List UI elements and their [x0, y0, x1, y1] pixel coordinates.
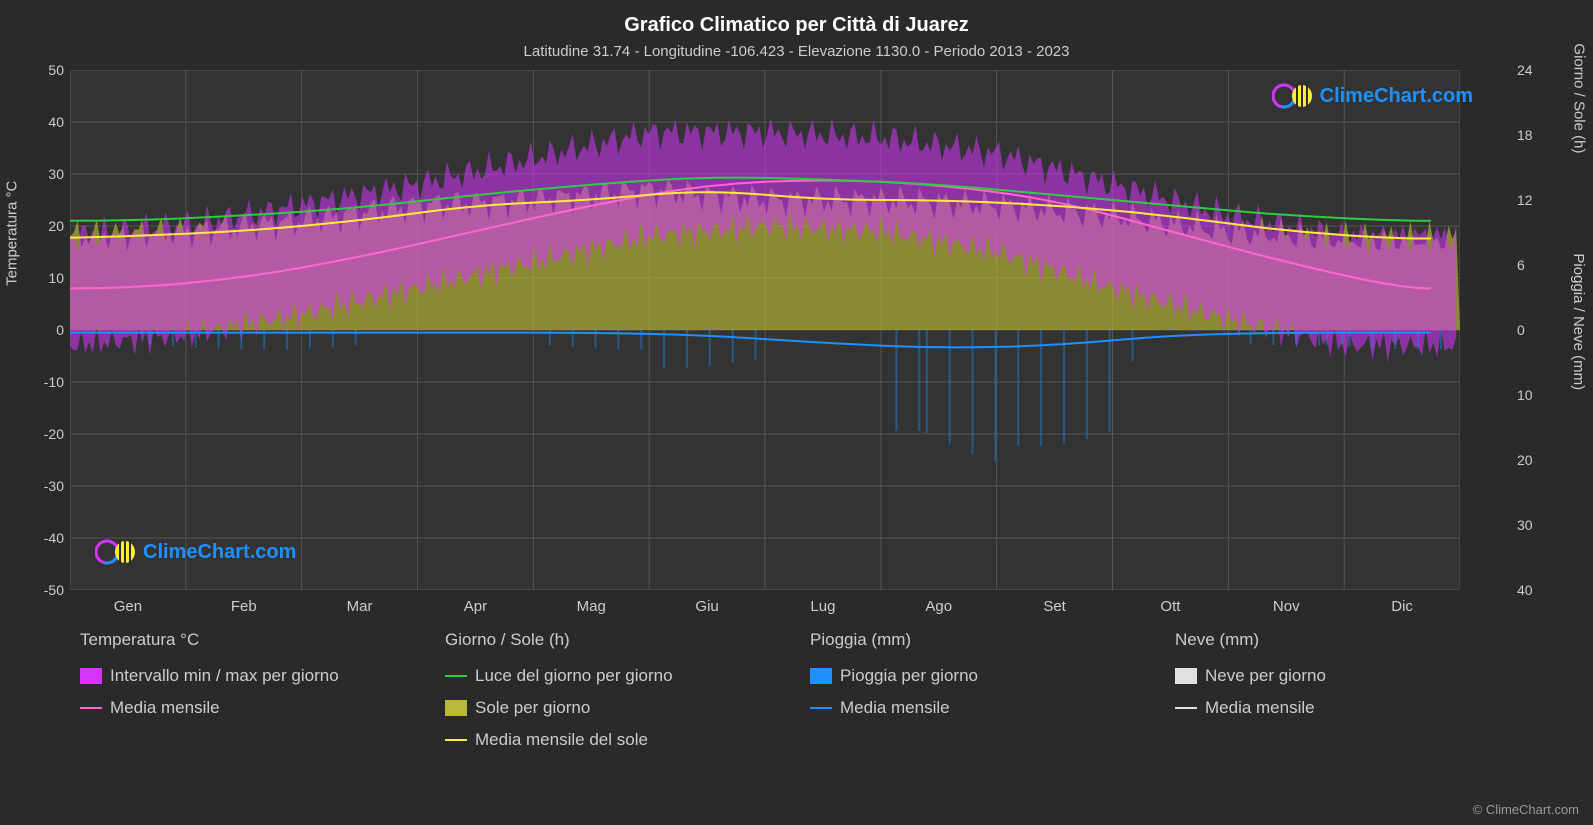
y-tick-right: 0 — [1517, 322, 1553, 338]
y-tick-left: 0 — [20, 322, 64, 338]
legend-swatch — [80, 707, 102, 709]
x-tick-month: Feb — [231, 598, 257, 615]
y-tick-left: -50 — [20, 582, 64, 598]
y-tick-left: -10 — [20, 374, 64, 390]
legend-column: Temperatura °C Intervallo min / max per g… — [80, 630, 445, 750]
legend-swatch — [810, 668, 832, 684]
x-tick-month: Mag — [577, 598, 606, 615]
legend-item: Intervallo min / max per giorno — [80, 666, 445, 686]
y-tick-right: 24 — [1517, 62, 1553, 78]
watermark-text: ClimeChart.com — [143, 541, 296, 564]
y-tick-right: 30 — [1517, 517, 1553, 533]
x-axis: Gen Feb Mar Apr Mag Giu Lug Ago Set Ott Nov Dic — [70, 590, 1460, 620]
legend-label: Media mensile — [840, 698, 950, 718]
chart-svg — [70, 70, 1460, 590]
legend-label: Pioggia per giorno — [840, 666, 978, 686]
y-tick-left: 40 — [20, 114, 64, 130]
x-tick-month: Gen — [114, 598, 142, 615]
logo-icon — [1272, 82, 1314, 110]
x-tick-month: Ago — [925, 598, 952, 615]
y-tick-right: 18 — [1517, 127, 1553, 143]
legend-header: Pioggia (mm) — [810, 630, 1175, 650]
y-tick-left: -40 — [20, 530, 64, 546]
x-tick-month: Nov — [1273, 598, 1300, 615]
logo-icon — [95, 538, 137, 566]
legend-item: Neve per giorno — [1175, 666, 1540, 686]
legend-item: Media mensile — [810, 698, 1175, 718]
legend-label: Media mensile del sole — [475, 730, 648, 750]
x-tick-month: Mar — [347, 598, 373, 615]
y-axis-right-bottom-label: Pioggia / Neve (mm) — [1571, 253, 1588, 390]
legend-label: Media mensile — [110, 698, 220, 718]
legend-swatch — [445, 739, 467, 741]
watermark-top: ClimeChart.com — [1272, 82, 1473, 110]
legend-column: Giorno / Sole (h) Luce del giorno per gio… — [445, 630, 810, 750]
climate-chart: Grafico Climatico per Città di Juarez La… — [0, 0, 1593, 825]
legend-column: Pioggia (mm) Pioggia per giorno Media mens… — [810, 630, 1175, 750]
legend-item: Luce del giorno per giorno — [445, 666, 810, 686]
legend-swatch — [1175, 707, 1197, 709]
y-tick-right: 40 — [1517, 582, 1553, 598]
y-axis-right: 2418126010203040 — [1513, 70, 1553, 590]
legend-swatch — [80, 668, 102, 684]
legend-label: Media mensile — [1205, 698, 1315, 718]
legend-column: Neve (mm) Neve per giorno Media mensile — [1175, 630, 1540, 750]
y-tick-right: 6 — [1517, 257, 1553, 273]
legend-item: Media mensile — [80, 698, 445, 718]
y-tick-left: 30 — [20, 166, 64, 182]
legend-header: Temperatura °C — [80, 630, 445, 650]
legend-swatch — [445, 675, 467, 677]
legend-label: Sole per giorno — [475, 698, 590, 718]
chart-subtitle: Latitudine 31.74 - Longitudine -106.423 … — [0, 37, 1593, 60]
y-tick-right: 20 — [1517, 452, 1553, 468]
y-tick-left: -30 — [20, 478, 64, 494]
chart-title: Grafico Climatico per Città di Juarez — [0, 0, 1593, 37]
legend-item: Media mensile del sole — [445, 730, 810, 750]
y-tick-left: 10 — [20, 270, 64, 286]
legend: Temperatura °C Intervallo min / max per g… — [80, 630, 1540, 750]
y-tick-left: 50 — [20, 62, 64, 78]
x-tick-month: Ott — [1160, 598, 1180, 615]
x-tick-month: Lug — [810, 598, 835, 615]
legend-label: Neve per giorno — [1205, 666, 1326, 686]
legend-item: Media mensile — [1175, 698, 1540, 718]
legend-header: Giorno / Sole (h) — [445, 630, 810, 650]
x-tick-month: Dic — [1391, 598, 1413, 615]
y-axis-right-top-label: Giorno / Sole (h) — [1571, 43, 1588, 153]
watermark-text: ClimeChart.com — [1320, 85, 1473, 108]
y-tick-left: -20 — [20, 426, 64, 442]
y-axis-left-label: Temperatura °C — [4, 181, 21, 286]
y-tick-right: 10 — [1517, 387, 1553, 403]
legend-swatch — [810, 707, 832, 709]
x-tick-month: Giu — [695, 598, 718, 615]
watermark-bottom: ClimeChart.com — [95, 538, 296, 566]
legend-label: Luce del giorno per giorno — [475, 666, 673, 686]
legend-swatch — [1175, 668, 1197, 684]
x-tick-month: Set — [1043, 598, 1066, 615]
copyright: © ClimeChart.com — [1473, 802, 1579, 817]
plot-area — [70, 70, 1460, 590]
legend-item: Pioggia per giorno — [810, 666, 1175, 686]
y-axis-left: -50-40-30-20-1001020304050 — [20, 70, 68, 590]
legend-swatch — [445, 700, 467, 716]
legend-item: Sole per giorno — [445, 698, 810, 718]
x-tick-month: Apr — [464, 598, 487, 615]
legend-header: Neve (mm) — [1175, 630, 1540, 650]
y-tick-right: 12 — [1517, 192, 1553, 208]
legend-label: Intervallo min / max per giorno — [110, 666, 339, 686]
y-tick-left: 20 — [20, 218, 64, 234]
